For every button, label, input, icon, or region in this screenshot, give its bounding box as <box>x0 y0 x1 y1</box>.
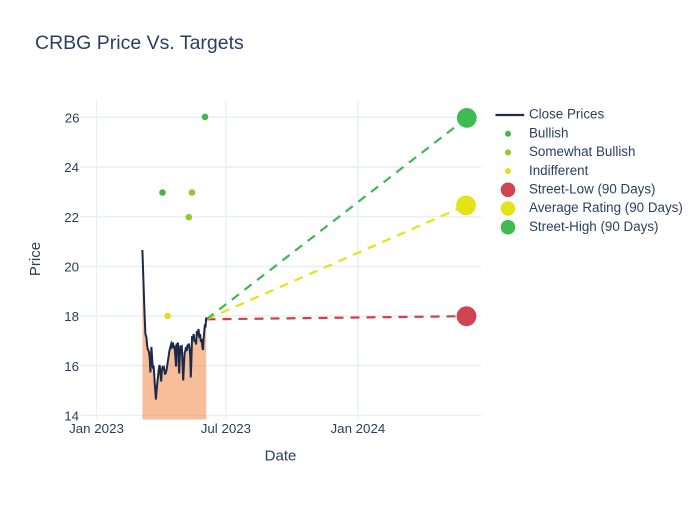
svg-text:Average Rating (90 Days): Average Rating (90 Days) <box>529 200 683 215</box>
svg-text:Close Prices: Close Prices <box>529 107 604 122</box>
svg-text:Price: Price <box>27 242 44 276</box>
svg-text:20: 20 <box>64 260 79 275</box>
svg-text:Jan 2023: Jan 2023 <box>69 421 124 436</box>
svg-text:Street-Low (90 Days): Street-Low (90 Days) <box>529 182 656 197</box>
svg-text:Bullish: Bullish <box>529 125 568 140</box>
svg-text:Jan 2024: Jan 2024 <box>331 421 386 436</box>
svg-text:24: 24 <box>64 160 79 175</box>
svg-text:26: 26 <box>65 111 80 126</box>
svg-text:Date: Date <box>265 448 297 465</box>
svg-text:CRBG Price Vs. Targets: CRBG Price Vs. Targets <box>35 32 244 54</box>
svg-text:22: 22 <box>64 210 79 225</box>
svg-text:16: 16 <box>64 359 79 374</box>
svg-text:Somewhat Bullish: Somewhat Bullish <box>529 144 635 159</box>
svg-text:14: 14 <box>64 409 79 424</box>
svg-text:Indifferent: Indifferent <box>529 163 589 178</box>
svg-text:Street-High (90 Days): Street-High (90 Days) <box>529 219 659 234</box>
svg-text:Jul 2023: Jul 2023 <box>201 421 251 436</box>
svg-text:18: 18 <box>64 309 79 324</box>
